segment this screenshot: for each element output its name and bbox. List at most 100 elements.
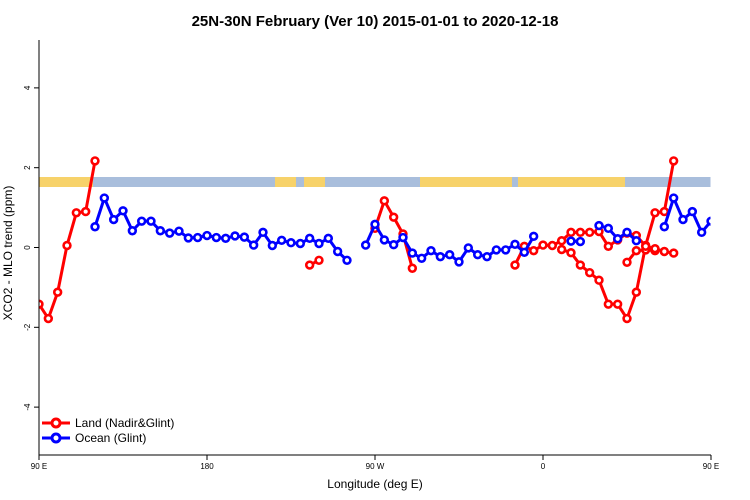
x-tick-label: 0: [541, 462, 546, 471]
ocean-data-point: [379, 235, 390, 245]
legend-marker-land: [50, 417, 62, 429]
land-data-point: [603, 241, 614, 252]
ocean-data-point: [370, 219, 380, 230]
land-data-point: [407, 263, 418, 273]
ocean-data-point: [500, 245, 511, 255]
land-data-point: [43, 313, 54, 324]
ocean-data-point: [136, 216, 147, 226]
ocean-data-point: [416, 253, 427, 263]
legend-label-ocean: Ocean (Glint): [75, 431, 146, 445]
x-tick-label: 90 E: [703, 462, 719, 471]
land-data-point: [538, 240, 548, 250]
ocean-data-point: [295, 238, 306, 249]
ocean-mask-gulf: [296, 177, 304, 187]
ocean-data-point: [360, 240, 371, 250]
land-data-point: [52, 287, 63, 297]
land-data-point: [612, 299, 623, 309]
land-data-point: [388, 212, 399, 222]
ocean-data-point: [332, 246, 343, 257]
ocean-data-point: [612, 234, 623, 244]
ocean-data-point: [603, 223, 614, 234]
ocean-data-point: [726, 227, 733, 234]
land-data-point: [566, 247, 576, 258]
ocean-mask-band: [39, 177, 711, 187]
ocean-data-point: [164, 228, 175, 238]
ocean-data-point: [668, 193, 679, 203]
x-tick-label: 90 E: [31, 462, 47, 471]
ocean-data-point: [678, 214, 688, 225]
ocean-data-point: [248, 240, 259, 250]
ocean-data-point: [108, 214, 119, 225]
land-data-point: [631, 287, 642, 297]
chart-title: 25N-30N February (Ver 10) 2015-01-01 to …: [192, 13, 559, 30]
land-data-point: [80, 206, 91, 217]
ocean-data-point: [202, 230, 212, 241]
land-data-point: [659, 206, 670, 217]
land-data-point: [556, 236, 567, 246]
land-data-point: [584, 227, 595, 238]
ocean-data-point: [314, 238, 324, 249]
land-data-point: [314, 255, 324, 265]
ocean-data-point: [99, 193, 110, 203]
ocean-data-point: [276, 235, 287, 246]
ocean-data-point: [230, 231, 240, 241]
ocean-data-point: [211, 232, 222, 243]
ocean-data-point: [342, 255, 352, 265]
ocean-data-point: [426, 245, 436, 256]
land-ocean-strip: [39, 177, 711, 187]
ocean-data-point: [286, 238, 296, 248]
ocean-data-point: [435, 251, 446, 262]
land-data-point: [594, 275, 604, 285]
land-data-point: [650, 208, 660, 218]
ocean-data-point: [407, 248, 418, 258]
land-data-point: [379, 196, 390, 206]
ocean-data-point: [566, 236, 576, 246]
ocean-data-point: [482, 251, 492, 262]
ocean-data-point: [239, 232, 250, 242]
land-data-point: [62, 240, 72, 251]
x-tick-label: 180: [200, 462, 214, 471]
y-tick-label: 4: [23, 85, 32, 90]
legend: Land (Nadir&Glint) Ocean (Glint): [42, 416, 174, 445]
land-data-point: [566, 227, 576, 238]
ocean-data-point: [90, 222, 100, 232]
legend-marker-ocean: [50, 432, 62, 444]
y-axis-label: XCO2 - MLO trend (ppm): [1, 186, 15, 321]
legend-label-land: Land (Nadir&Glint): [75, 416, 174, 430]
x-axis-ticks: 90 E 180 90 W 0 90 E: [31, 455, 719, 471]
ocean-data-point: [220, 233, 231, 244]
land-data-point: [528, 245, 539, 256]
ocean-data-point: [174, 226, 184, 236]
land-data-point: [71, 208, 82, 218]
y-tick-label: 2: [23, 165, 32, 170]
land-mask-africa-asia: [420, 177, 625, 187]
ocean-data-point: [491, 245, 502, 255]
ocean-data-point: [528, 231, 539, 242]
land-mask-asia: [39, 177, 93, 187]
ocean-data-point: [736, 230, 743, 237]
ocean-data-point: [696, 227, 707, 238]
ocean-data-point: [622, 227, 632, 238]
ocean-series-line: [662, 196, 711, 234]
ocean-data-point: [118, 206, 128, 216]
land-data-point: [304, 260, 315, 270]
ocean-data-point: [687, 206, 698, 217]
land-data-point: [622, 257, 632, 267]
land-data-point: [39, 299, 44, 309]
y-tick-label: -4: [23, 403, 32, 411]
land-data-point: [640, 241, 651, 252]
plot-area: [39, 156, 743, 324]
land-data-point: [575, 260, 586, 270]
ocean-data-point: [155, 226, 166, 236]
x-tick-label: 90 W: [366, 462, 385, 471]
land-data-point: [584, 267, 595, 278]
ocean-data-point: [454, 257, 464, 267]
ocean-data-point: [183, 233, 194, 243]
ocean-data-point: [472, 249, 483, 260]
land-data-point: [631, 245, 642, 256]
ocean-data-point: [127, 226, 138, 236]
y-axis-ticks: -4 -2 0 2 4: [23, 85, 39, 411]
ocean-data-point: [575, 236, 586, 247]
ocean-mask-red-sea: [512, 177, 518, 187]
